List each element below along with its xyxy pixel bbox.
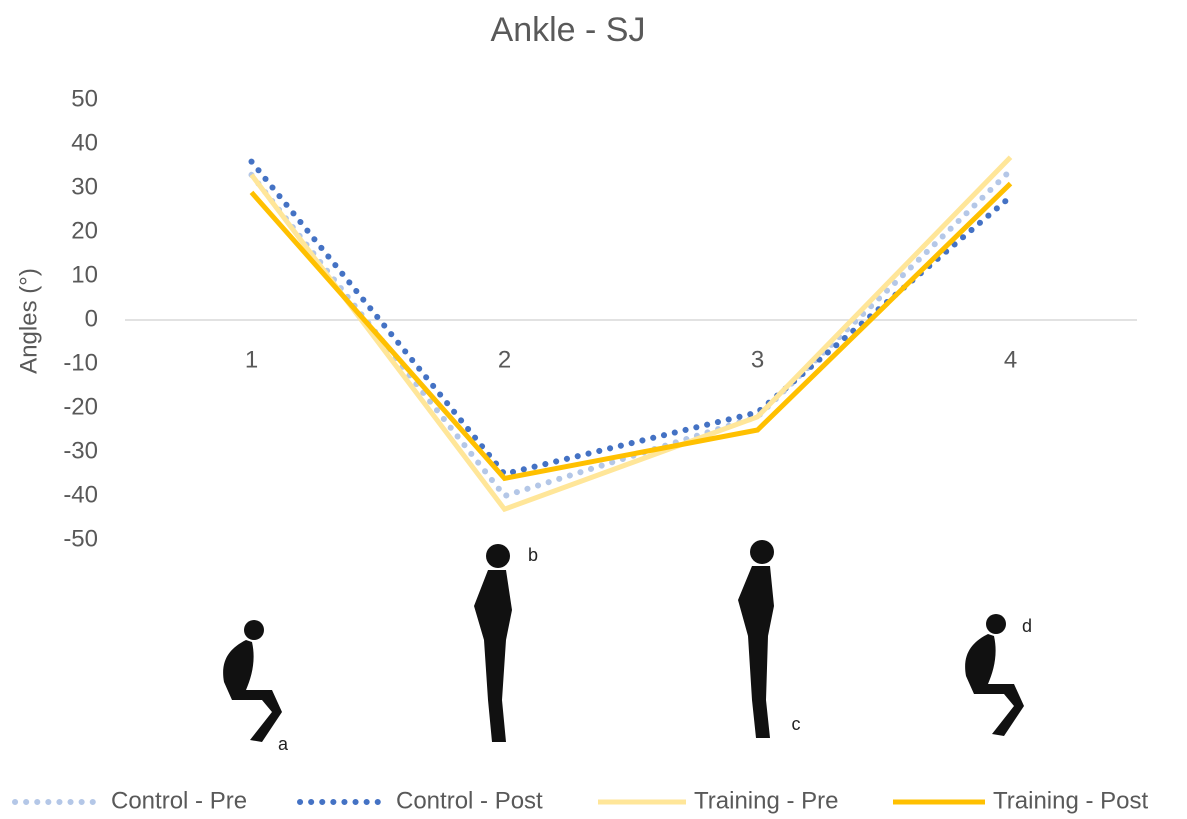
x-tick-label: 3 bbox=[751, 346, 764, 373]
series-line bbox=[249, 155, 1013, 513]
annotation: c bbox=[792, 714, 801, 734]
annotation: a bbox=[278, 734, 289, 754]
annotation: b bbox=[528, 545, 538, 565]
y-tick-label: 10 bbox=[71, 261, 98, 288]
y-tick-label: -40 bbox=[63, 481, 98, 508]
y-tick-label: -50 bbox=[63, 525, 98, 552]
silhouette-stand bbox=[738, 540, 774, 738]
y-tick-label: 40 bbox=[71, 129, 98, 156]
annotation: d bbox=[1022, 616, 1032, 636]
y-tick-label: 50 bbox=[71, 85, 98, 112]
x-tick-label: 1 bbox=[245, 346, 258, 373]
x-tick-label: 2 bbox=[498, 346, 511, 373]
series-line bbox=[249, 181, 1013, 482]
x-tick-label: 4 bbox=[1004, 346, 1017, 373]
series-line bbox=[248, 167, 1014, 500]
legend-label: Control - Post bbox=[396, 787, 543, 814]
silhouettes bbox=[223, 540, 1024, 742]
y-axis-label: Angles (°) bbox=[15, 268, 42, 374]
series-line bbox=[248, 158, 1014, 478]
y-tick-label: -30 bbox=[63, 437, 98, 464]
silhouette-squat bbox=[965, 614, 1024, 736]
chart-title: Ankle - SJ bbox=[491, 11, 646, 49]
legend-label: Training - Post bbox=[993, 787, 1149, 814]
y-tick-label: 0 bbox=[85, 305, 98, 332]
silhouette-stand bbox=[474, 544, 512, 742]
legend-label: Training - Pre bbox=[694, 787, 839, 814]
legend-label: Control - Pre bbox=[111, 787, 247, 814]
y-tick-label: -20 bbox=[63, 393, 98, 420]
y-tick-label: 20 bbox=[71, 217, 98, 244]
y-tick-label: -10 bbox=[63, 349, 98, 376]
y-tick-label: 30 bbox=[71, 173, 98, 200]
silhouette-squat bbox=[223, 620, 282, 742]
